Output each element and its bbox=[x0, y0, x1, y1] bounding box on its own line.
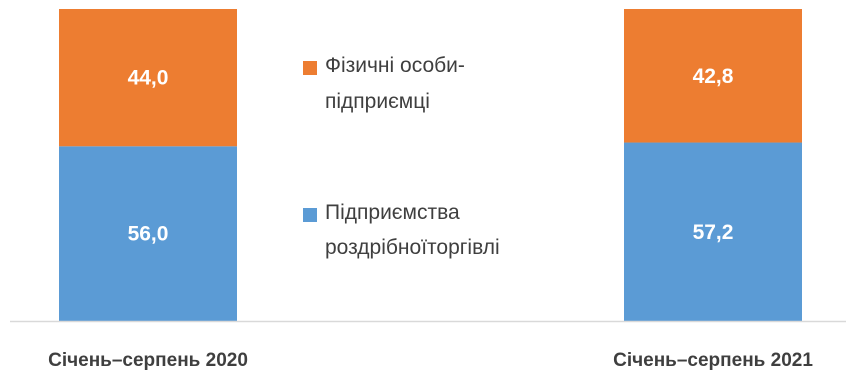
data-label: 44,0 bbox=[128, 67, 169, 90]
data-label: 57,2 bbox=[693, 221, 734, 244]
x-tick-label: Січень–серпень 2020 bbox=[48, 350, 248, 371]
data-label: 42,8 bbox=[693, 65, 734, 88]
legend-label: Підприємства bbox=[325, 201, 460, 224]
bar-segment-enterprises-1 bbox=[59, 146, 237, 321]
legend-label: роздрібноїторгівлі bbox=[325, 236, 500, 259]
x-tick-label: Січень–серпень 2021 bbox=[613, 350, 813, 371]
legend-swatch bbox=[303, 208, 317, 222]
legend-label: підприємці bbox=[325, 90, 430, 113]
legend-label: Фізичні особи- bbox=[325, 54, 465, 77]
bar-segment-enterprises-2 bbox=[624, 142, 802, 321]
data-label: 56,0 bbox=[128, 223, 169, 246]
bar-segment-individuals-1 bbox=[59, 9, 237, 147]
bar-segment-individuals-2 bbox=[624, 9, 802, 143]
legend-swatch bbox=[303, 61, 317, 75]
